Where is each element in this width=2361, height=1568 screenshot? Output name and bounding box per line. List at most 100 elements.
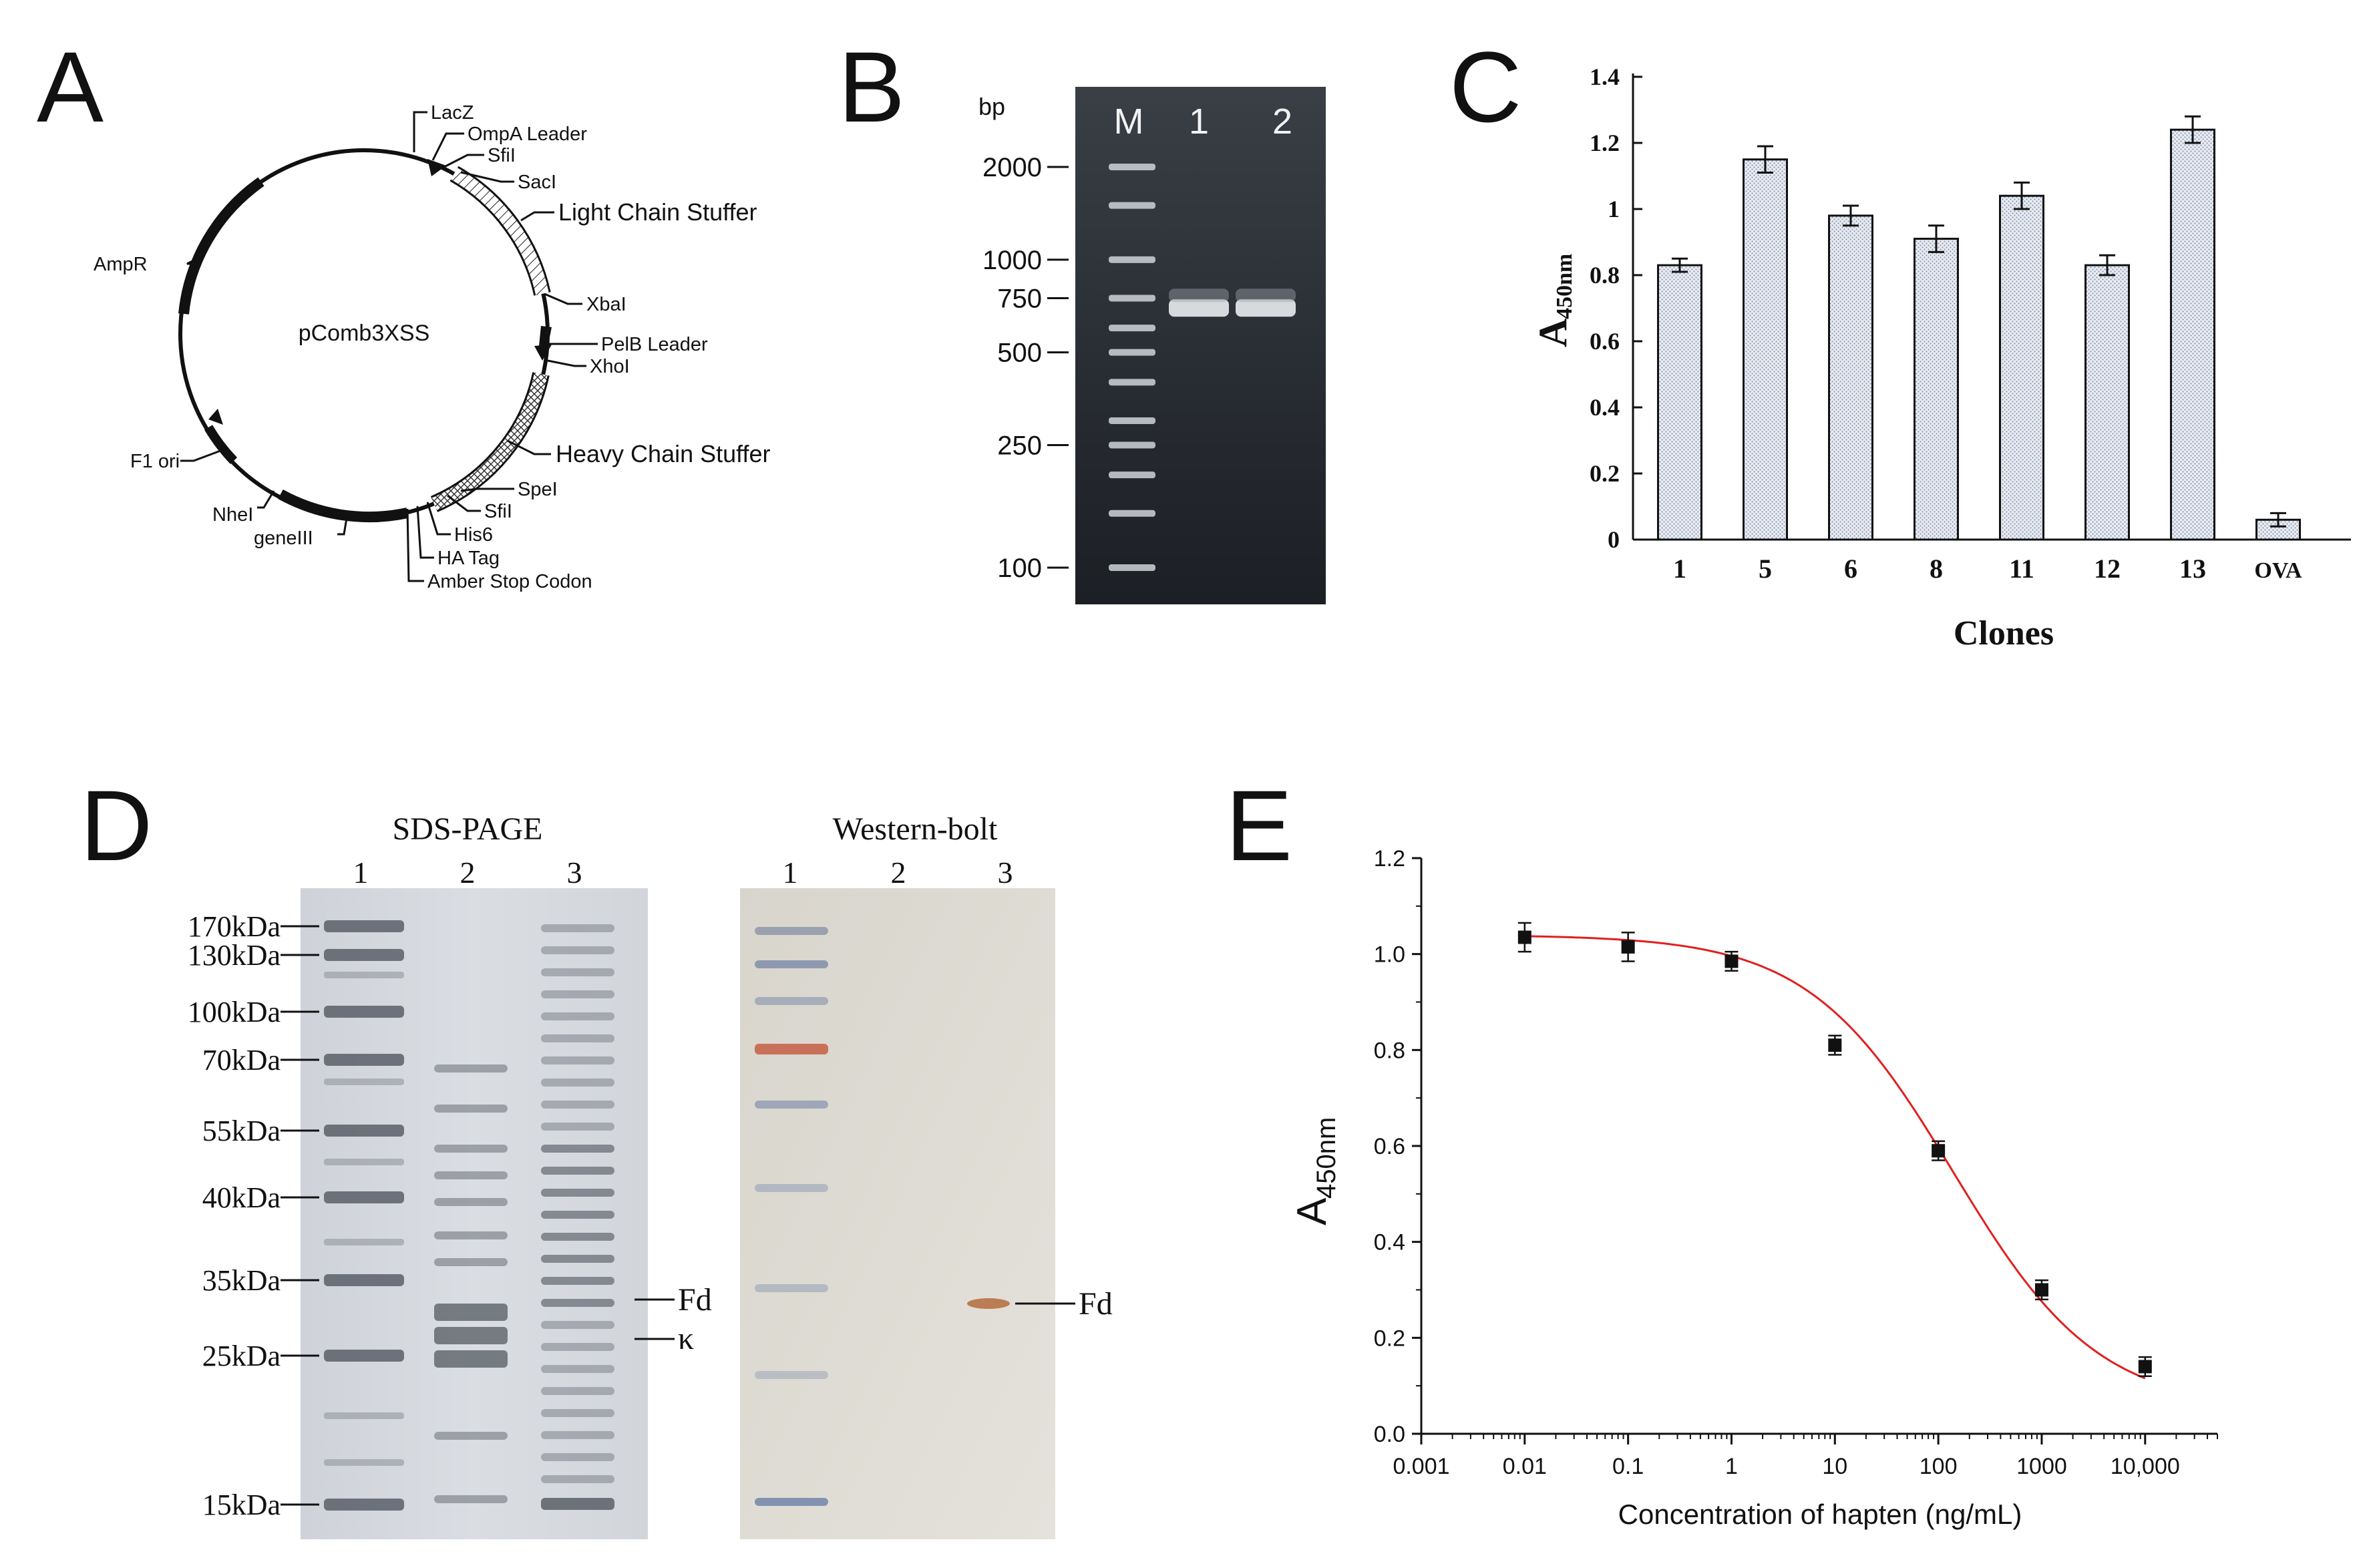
ladder-band-6 xyxy=(1109,379,1155,386)
x-tick-label-1: 0.01 xyxy=(1503,1454,1547,1479)
marker-label-170kDa: 170kDa xyxy=(188,910,281,943)
sds-marker-band-3 xyxy=(324,1054,404,1066)
sds-lane3-band-5 xyxy=(541,1034,614,1042)
bar-11 xyxy=(1999,194,2044,541)
sds-lane3-band-24 xyxy=(541,1453,614,1461)
sds-lane3-band-12 xyxy=(541,1189,614,1197)
wb-ladder-band-6 xyxy=(755,1284,828,1292)
sds-lane2-band-7 xyxy=(434,1304,508,1321)
y-axis-title-main: A xyxy=(1531,319,1575,347)
ladder-band-10 xyxy=(1109,510,1155,517)
kappa-label: κ xyxy=(678,1321,694,1356)
y-tick-label-5: 1.0 xyxy=(1374,942,1405,968)
sds-lane3-band-7 xyxy=(541,1079,614,1087)
y-axis-title-sub: 450nm xyxy=(1312,1117,1341,1199)
sds-lane3-band-15 xyxy=(541,1255,614,1263)
sds-page-title: SDS-PAGE xyxy=(393,811,543,847)
gene3-segment xyxy=(278,489,409,523)
sds-marker-band-7 xyxy=(324,1350,404,1362)
sds-marker-band-1 xyxy=(324,949,404,961)
wb-ladder-band-8 xyxy=(755,1498,828,1506)
data-point-5 xyxy=(2034,1283,2048,1297)
wb-lane-label-1: 1 xyxy=(783,855,798,890)
x-tick-label-2: 0.1 xyxy=(1612,1454,1644,1479)
label-ompa-leader: OmpA Leader xyxy=(468,124,587,145)
sds-lane3-band-20 xyxy=(541,1365,614,1373)
x-tick-label-4: 10 xyxy=(1822,1454,1847,1479)
data-point-1 xyxy=(1621,940,1635,954)
wb-fd-label: Fd xyxy=(1079,1286,1113,1322)
sample-band-glow-1 xyxy=(1169,288,1229,303)
wb-ladder-band-5 xyxy=(755,1184,828,1192)
y-tick-label-0: 0.0 xyxy=(1374,1422,1405,1447)
x-tick-label-3: 1 xyxy=(1725,1454,1738,1479)
sds-lane2-band-1 xyxy=(434,1105,508,1113)
sds-lane2-band-9 xyxy=(434,1350,508,1368)
sds-lane3-band-14 xyxy=(541,1233,614,1241)
sample-band-lane-1 xyxy=(1169,299,1229,317)
marker-label-40kDa: 40kDa xyxy=(202,1181,281,1214)
y-tick-label-0: 0 xyxy=(1608,526,1620,553)
sds-extra-band-2 xyxy=(324,1159,404,1165)
bar-8 xyxy=(1914,238,1959,541)
sds-lane3-band-1 xyxy=(541,946,614,954)
sds-marker-band-6 xyxy=(324,1274,404,1286)
label-ampr: AmpR xyxy=(94,254,148,275)
sds-lane-label-1: 1 xyxy=(353,855,369,890)
y-tick-label-1: 0.2 xyxy=(1590,460,1620,487)
marker-label-25kDa: 25kDa xyxy=(202,1340,281,1372)
sds-lane3-band-23 xyxy=(541,1431,614,1439)
sds-lane2-band-2 xyxy=(434,1145,508,1153)
wb-fd-band xyxy=(967,1298,1010,1309)
marker-label-15kDa: 15kDa xyxy=(202,1489,281,1521)
sds-extra-band-5 xyxy=(324,1459,404,1466)
panel-letter-a: A xyxy=(37,31,104,143)
marker-label-55kDa: 55kDa xyxy=(202,1115,281,1147)
sds-lane3-band-22 xyxy=(541,1409,614,1417)
gel-size-labels: 2000 1000 750 500 250 100 xyxy=(982,153,1069,583)
sample-band-lane-2 xyxy=(1236,299,1296,317)
sds-lane3-band-17 xyxy=(541,1299,614,1307)
ladder-band-7 xyxy=(1109,417,1155,424)
sds-lane3-band-18 xyxy=(541,1321,614,1329)
wb-ladder-band-7 xyxy=(755,1371,828,1379)
f1-segment xyxy=(204,425,238,464)
ladder-band-4 xyxy=(1109,325,1155,332)
fit-curve xyxy=(1524,935,2146,1380)
x-tick-label-6: 1000 xyxy=(2016,1454,2067,1479)
y-tick-label-1: 0.2 xyxy=(1374,1326,1405,1351)
ladder-band-11 xyxy=(1109,564,1155,571)
bar-5 xyxy=(1743,158,1788,541)
panel-e: E 0.0 0.2 0.4 0.6 0.8 1.0 1.2 0.001 0.01 0.1 1 10 10… xyxy=(1226,769,2218,1530)
sample-band-glow-2 xyxy=(1236,288,1296,303)
panel-letter-b: B xyxy=(838,31,905,143)
panel-b: B bp M 1 2 2000 1000 750 500 250 100 xyxy=(838,31,1326,604)
sds-lane3-band-9 xyxy=(541,1123,614,1131)
sds-lane2-band-5 xyxy=(434,1231,508,1239)
sds-lane2-band-6 xyxy=(434,1258,508,1266)
wb-ladder-band-0 xyxy=(755,927,828,935)
panel-a: A xyxy=(37,31,771,592)
sds-extra-band-1 xyxy=(324,1079,404,1085)
western-membrane xyxy=(740,888,1055,1539)
label-sfi-2: SfiI xyxy=(484,501,512,522)
sds-lane3-band-13 xyxy=(541,1211,614,1219)
heavy-chain-stuffer-fill xyxy=(431,372,548,511)
x-tick-label-11: 11 xyxy=(2009,554,2034,584)
ladder-band-1 xyxy=(1109,202,1155,209)
wb-ladder-band-3 xyxy=(755,1044,828,1054)
sds-marker-band-0 xyxy=(324,920,404,932)
panel-letter-e: E xyxy=(1226,769,1292,881)
sds-lane3-band-2 xyxy=(541,968,614,976)
ladder-band-5 xyxy=(1109,349,1155,356)
size-label-1000: 1000 xyxy=(982,246,1042,275)
size-label-250: 250 xyxy=(997,431,1042,460)
y-tick-label-6: 1.2 xyxy=(1590,130,1620,156)
y-tick-label-5: 1 xyxy=(1608,196,1620,222)
y-tick-label-3: 0.6 xyxy=(1374,1134,1405,1159)
sds-lane2-band-0 xyxy=(434,1064,508,1072)
sds-lane-label-2: 2 xyxy=(460,855,476,890)
sds-lane3-band-0 xyxy=(541,924,614,932)
